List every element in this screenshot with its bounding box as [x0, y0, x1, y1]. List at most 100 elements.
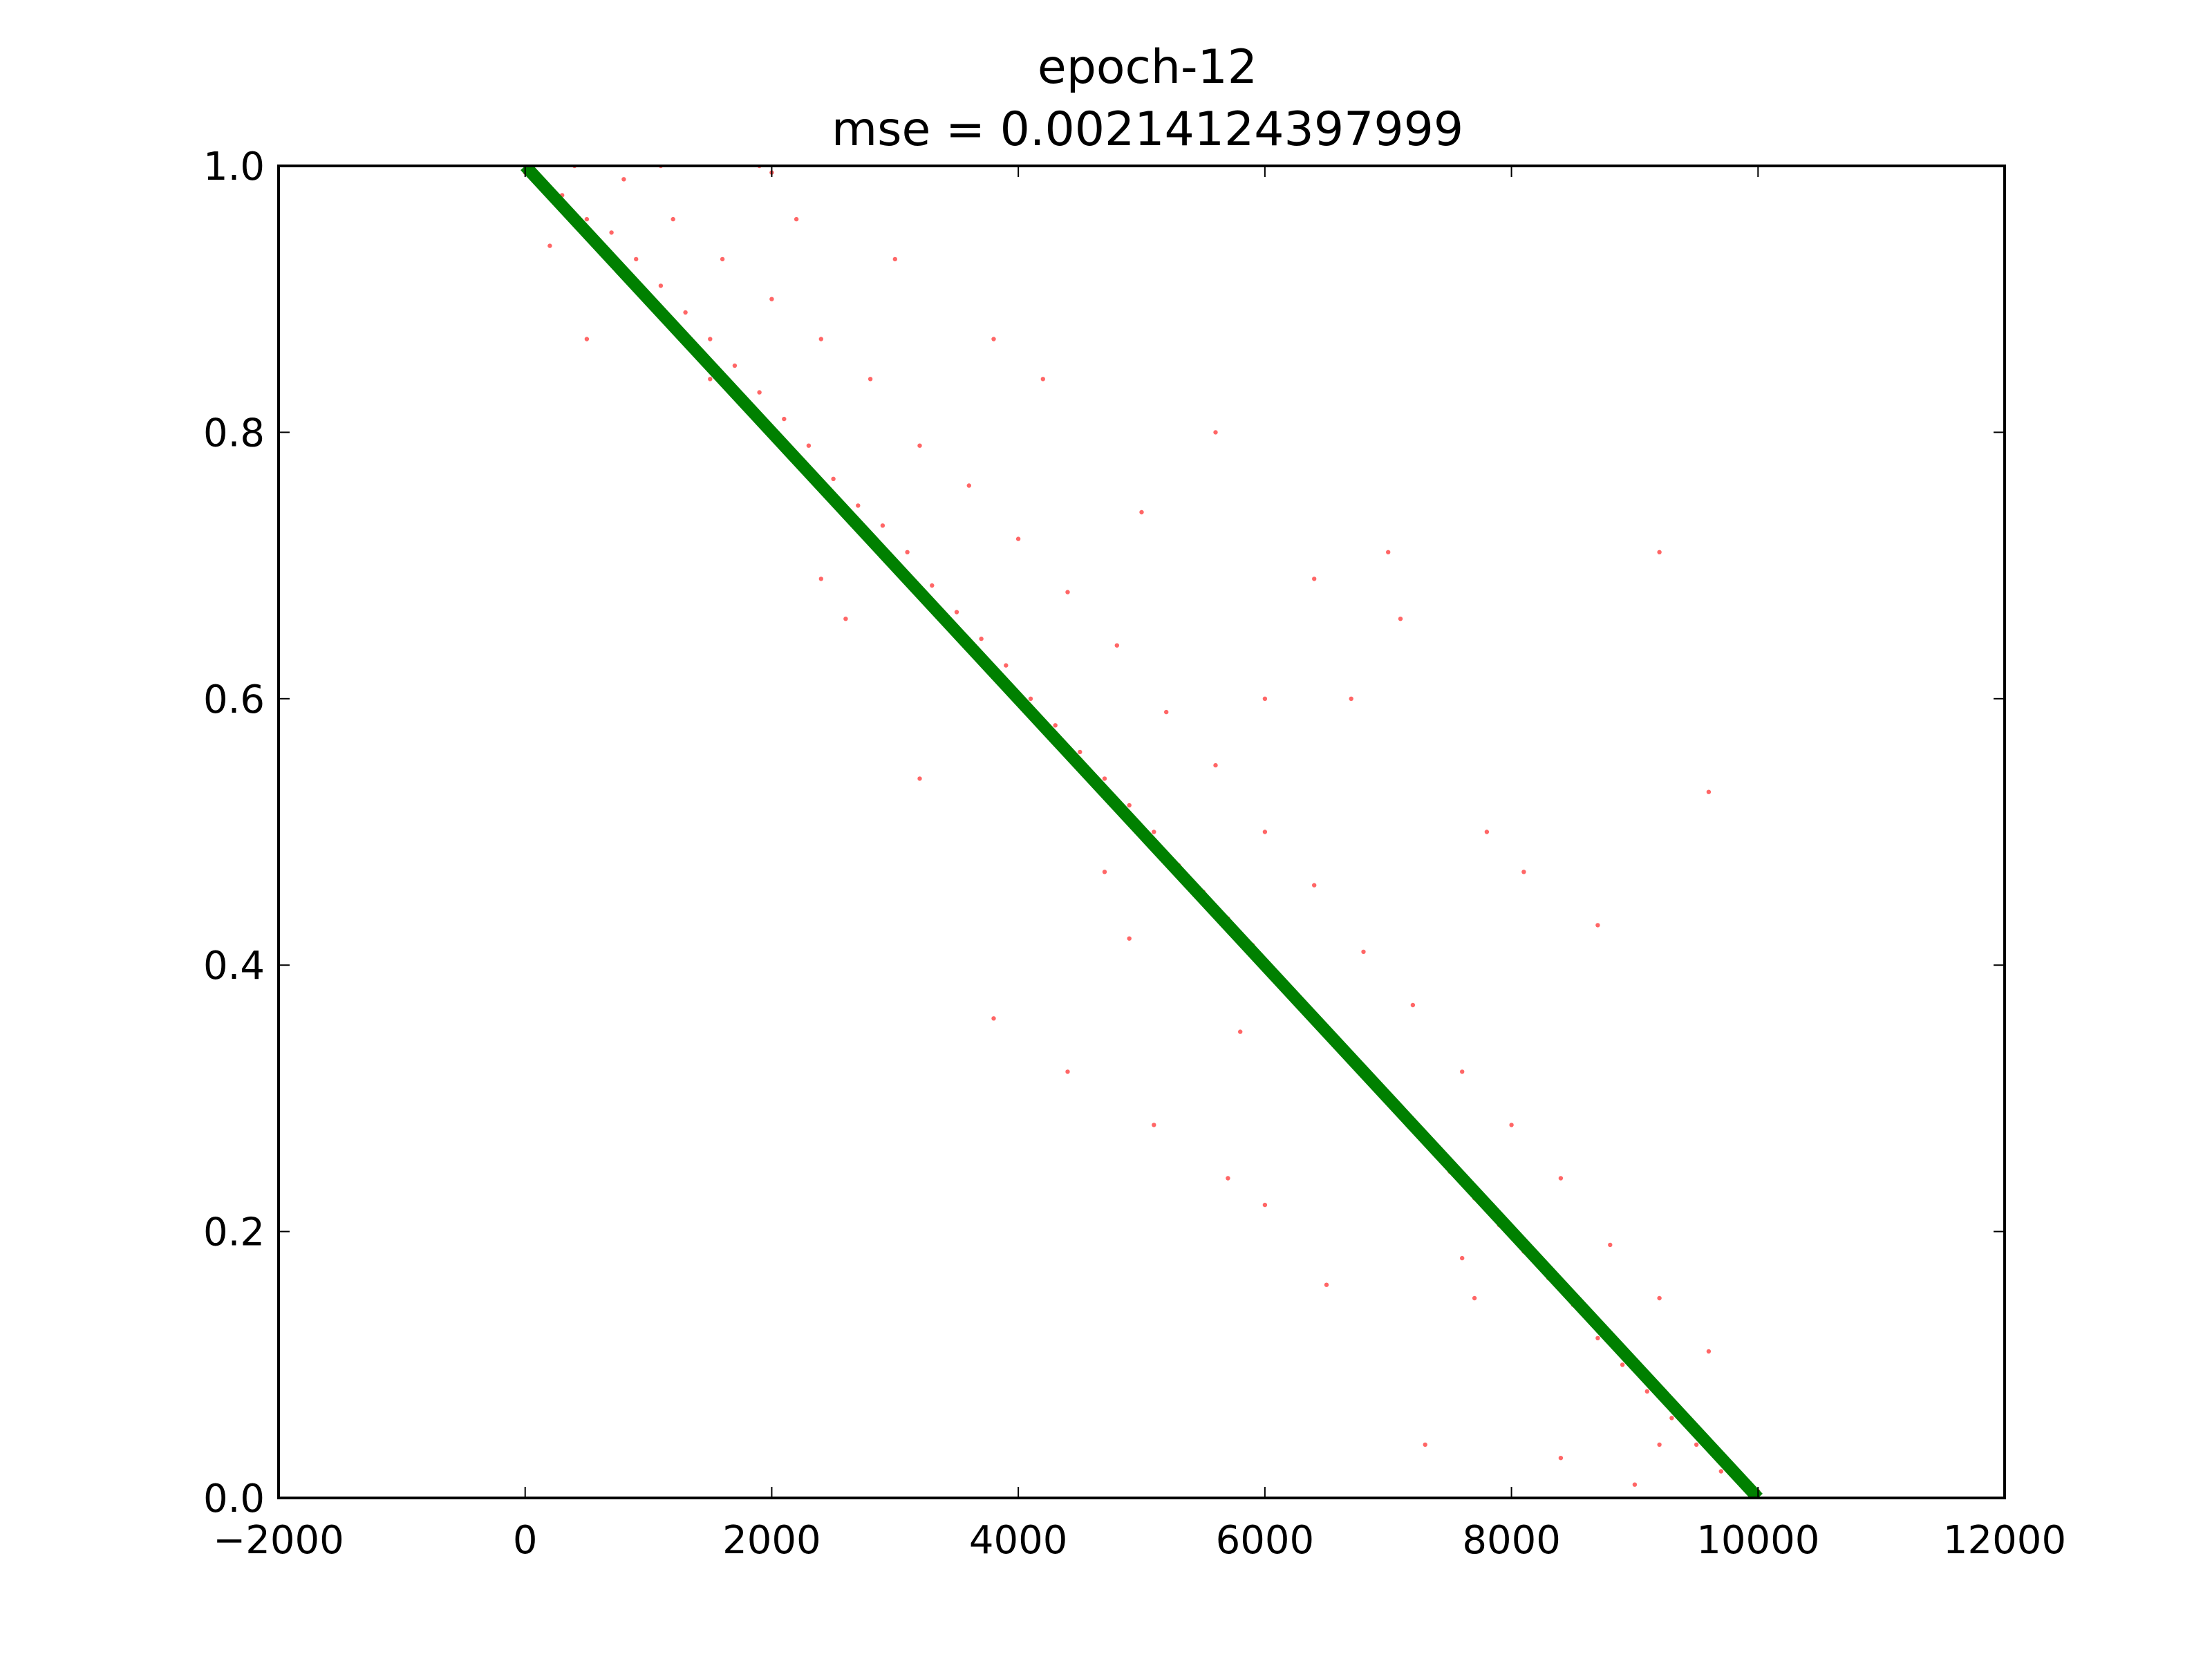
scatter-point	[1423, 1442, 1427, 1447]
scatter-point	[1139, 509, 1144, 515]
scatter-point	[868, 377, 873, 382]
scatter-point	[1718, 1469, 1723, 1474]
scatter-point	[1028, 696, 1033, 701]
scatter-point	[1349, 696, 1353, 701]
scatter-point	[1472, 1295, 1477, 1301]
scatter-point	[1657, 550, 1662, 554]
scatter-point	[609, 230, 614, 235]
scatter-point	[954, 610, 959, 615]
scatter-point	[1262, 696, 1268, 701]
scatter-point	[1127, 936, 1132, 941]
scatter-point	[1706, 1349, 1712, 1354]
scatter-point	[1102, 870, 1107, 874]
scatter-point	[806, 443, 812, 448]
scatter-point	[1312, 883, 1317, 888]
scatter-point	[1460, 1069, 1465, 1074]
scatter-point	[1152, 830, 1156, 834]
chart-title-line-1: epoch-12	[1038, 40, 1257, 95]
scatter-point	[1078, 749, 1082, 755]
y-tick-label: 0.2	[203, 1210, 265, 1255]
scatter-point	[1114, 643, 1120, 648]
scatter-point	[1065, 1069, 1070, 1074]
x-tick-label: 6000	[1216, 1518, 1315, 1563]
scatter-point	[1460, 1255, 1465, 1261]
scatter-point	[1657, 1442, 1662, 1447]
scatter-point	[1213, 430, 1218, 435]
plot-frame	[277, 165, 2006, 1499]
scatter-point	[671, 216, 675, 222]
y-tick-label: 0.8	[203, 411, 265, 456]
x-tick-label: 0	[513, 1518, 538, 1563]
scatter-point	[1262, 1202, 1268, 1208]
scatter-point	[732, 363, 738, 368]
scatter-point	[1004, 663, 1009, 668]
scatter-point	[708, 337, 713, 341]
scatter-point	[818, 337, 824, 341]
scatter-point	[1015, 536, 1021, 541]
scatter-point	[966, 483, 972, 488]
scatter-point	[892, 256, 898, 262]
x-tick-label: 8000	[1462, 1518, 1561, 1563]
scatter-point	[1398, 617, 1403, 621]
scatter-point	[1694, 1442, 1699, 1447]
chart-title-line-2: mse = 0.00214124397999	[832, 102, 1463, 157]
x-tick-label: 10000	[1696, 1518, 1819, 1563]
scatter-point	[1509, 1123, 1514, 1127]
plot-area	[521, 166, 1763, 1498]
fit-line	[521, 166, 1763, 1498]
scatter-point	[905, 550, 910, 554]
scatter-point	[1644, 1389, 1649, 1394]
scatter-point	[1669, 1416, 1674, 1421]
scatter-point	[818, 577, 824, 581]
y-tick-label: 0.4	[203, 944, 265, 988]
scatter-point	[856, 503, 861, 508]
scatter-point	[1595, 923, 1600, 928]
scatter-point	[584, 337, 590, 341]
scatter-point	[584, 216, 590, 222]
scatter-point	[1361, 949, 1366, 955]
scatter-point	[1040, 377, 1046, 382]
scatter-point	[782, 416, 787, 422]
scatter-point	[1386, 550, 1391, 554]
scatter-point	[621, 177, 626, 182]
y-tick-label: 0.6	[203, 677, 265, 722]
scatter-point	[1410, 1002, 1416, 1008]
scatter-point	[991, 337, 996, 341]
scatter-point	[1558, 1176, 1564, 1181]
x-tick-label: −2000	[213, 1518, 344, 1563]
scatter-point	[769, 297, 774, 301]
scatter-point	[1152, 1123, 1156, 1127]
scatter-point	[1595, 1335, 1600, 1341]
scatter-point	[991, 1016, 996, 1021]
scatter-point	[1521, 870, 1526, 874]
x-tick-label: 2000	[722, 1518, 821, 1563]
scatter-point	[1632, 1482, 1638, 1487]
scatter-point	[634, 256, 639, 262]
scatter-point	[757, 390, 762, 395]
scatter-point	[1706, 789, 1712, 794]
scatter-point	[1558, 1456, 1564, 1461]
scatter-point	[917, 776, 922, 781]
x-tick-label: 12000	[1943, 1518, 2066, 1563]
axes: −2000 0 2000 4000 6000 8000 10000 12000 0.0 0.2 0.…	[203, 144, 2066, 1563]
scatter-point	[1238, 1029, 1243, 1034]
scatter-point	[917, 443, 922, 448]
scatter-point	[1484, 830, 1490, 834]
scatter-point	[979, 636, 984, 641]
y-tick-label: 1.0	[203, 144, 265, 189]
scatter-point	[880, 523, 885, 528]
scatter-point	[843, 617, 848, 621]
scatter-point	[1312, 577, 1317, 581]
chart-title: epoch-12 mse = 0.00214124397999	[832, 40, 1463, 157]
scatter-point	[1657, 1295, 1662, 1301]
scatter-point	[794, 216, 799, 222]
scatter-series	[523, 166, 1761, 1494]
scatter-point	[1226, 1176, 1230, 1181]
scatter-point	[831, 476, 836, 481]
scatter-point	[1262, 830, 1268, 834]
scatter-point	[1608, 1242, 1613, 1248]
scatter-point	[547, 243, 552, 248]
scatter-point	[1620, 1362, 1625, 1367]
scatter-point	[1065, 590, 1070, 594]
